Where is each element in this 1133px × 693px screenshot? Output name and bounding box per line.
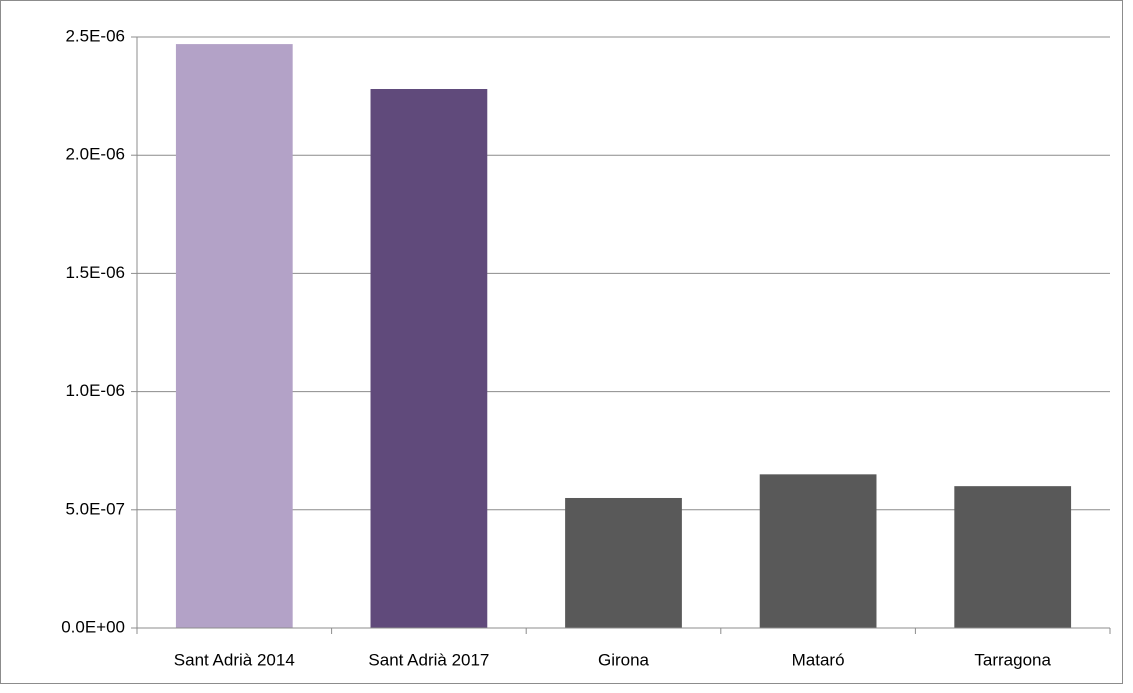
x-tick-label: Sant Adrià 2017 [368,650,489,669]
y-tick-label: 2.5E-06 [65,26,125,45]
bar [954,486,1072,628]
x-tick-label: Tarragona [974,650,1051,669]
y-tick-label: 5.0E-07 [65,499,125,518]
x-tick-label: Mataró [792,650,845,669]
bar [565,497,682,628]
bar [370,89,488,629]
bar [175,44,293,629]
y-tick-label: 2.0E-06 [65,145,125,164]
chart-border [0,0,1123,684]
y-tick-label: 1.0E-06 [65,381,125,400]
bar [759,474,877,628]
x-tick-label: Girona [598,650,650,669]
x-tick-label: Sant Adrià 2014 [174,650,295,669]
y-tick-label: 1.5E-06 [65,263,125,282]
y-tick-label: 0.0E+00 [61,617,125,636]
